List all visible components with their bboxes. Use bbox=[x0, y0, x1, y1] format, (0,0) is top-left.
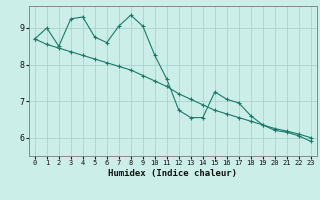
X-axis label: Humidex (Indice chaleur): Humidex (Indice chaleur) bbox=[108, 169, 237, 178]
